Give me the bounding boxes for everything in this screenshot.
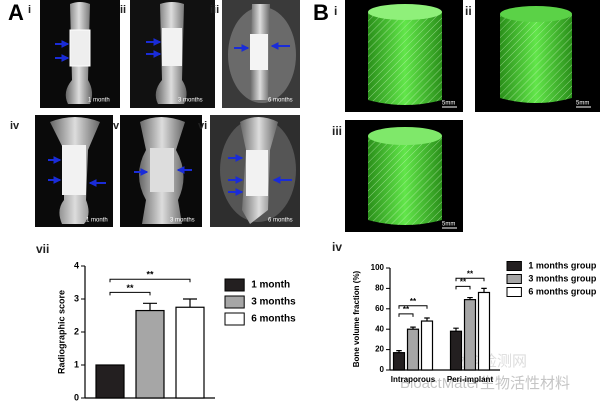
image-label: ii — [465, 4, 472, 18]
y-tick-label: 80 — [375, 284, 384, 293]
image-label: vi — [198, 120, 207, 132]
bar — [420, 320, 434, 371]
charts: 0 1 2 3 4 Radiographic score 1 month 3 months 6 … — [56, 260, 597, 402]
scale-label: 5mm — [576, 101, 589, 107]
image-label: iii — [332, 124, 342, 138]
implant — [162, 28, 182, 66]
scaffold-top — [500, 6, 572, 22]
legend-label: 6 months group — [528, 286, 596, 296]
y-tick-label: 40 — [375, 324, 384, 333]
y-tick-label: 2 — [74, 326, 79, 336]
error-bar — [467, 296, 473, 300]
scaffold-top — [368, 4, 442, 20]
significance-bracket — [398, 305, 428, 309]
image-caption: 1 month — [88, 98, 110, 104]
bar — [449, 330, 463, 371]
legend-swatch — [224, 295, 245, 309]
legend-label: 3 months — [251, 297, 296, 308]
scaffold-mesh — [368, 12, 442, 105]
chart-label: iv — [332, 240, 342, 254]
legend-label: 6 months — [251, 314, 296, 325]
bar — [463, 299, 477, 371]
bar — [392, 352, 406, 371]
error-bar — [453, 327, 459, 332]
y-tick-label: 1 — [74, 359, 79, 369]
significance-bracket — [109, 291, 151, 296]
image-label: v — [113, 120, 120, 132]
significance-label: ** — [410, 297, 417, 306]
implant — [246, 150, 268, 196]
y-tick-label: 3 — [74, 293, 79, 303]
error-bar — [424, 317, 430, 322]
significance-label: ** — [146, 270, 154, 280]
error-bar — [183, 298, 197, 308]
legend-swatch — [506, 287, 522, 297]
xray-images — [35, 0, 300, 227]
image-caption: 1 month — [86, 218, 108, 224]
legend-label: 3 months group — [528, 273, 596, 283]
scaffold-mesh — [368, 136, 442, 225]
significance-bracket — [109, 278, 191, 283]
panel-label: B — [313, 0, 329, 25]
x-tick-label: Intraporous — [391, 375, 436, 384]
watermark: BioactMater生物活性材料 — [400, 375, 570, 392]
microct-images — [345, 0, 600, 232]
legend-swatch — [224, 312, 245, 326]
chart-label: vii — [36, 242, 49, 256]
scale-label: 5mm — [442, 222, 455, 228]
significance-label: ** — [467, 269, 474, 278]
significance-label: ** — [460, 277, 467, 286]
error-bar — [410, 326, 416, 330]
bar — [477, 291, 491, 371]
y-tick-label: 4 — [74, 260, 79, 270]
image-label: iv — [10, 120, 20, 132]
image-label: i — [334, 4, 337, 18]
image-caption: 3 months — [178, 98, 203, 104]
legend-swatch — [506, 261, 522, 271]
y-tick-label: 60 — [375, 304, 384, 313]
implant — [250, 34, 268, 70]
image-caption: 6 months — [268, 98, 293, 104]
x-tick-label: Peri-implant — [447, 375, 494, 384]
legend-swatch — [506, 274, 522, 284]
implant — [150, 148, 174, 192]
legend-swatch — [224, 278, 245, 292]
bar — [175, 306, 205, 399]
significance-label: ** — [403, 305, 410, 314]
implant — [69, 29, 91, 67]
error-bar — [396, 350, 402, 353]
y-tick-label: 0 — [74, 392, 79, 402]
significance-label: ** — [126, 283, 134, 293]
bar — [406, 328, 420, 371]
bar — [135, 309, 165, 399]
legend-label: 1 months group — [528, 260, 596, 270]
bar — [95, 364, 125, 399]
y-axis-label: Bone volume fraction (%) — [352, 270, 361, 367]
scale-label: 5mm — [442, 101, 455, 107]
y-tick-label: 100 — [371, 263, 385, 272]
error-bar — [481, 287, 487, 293]
image-label: iii — [210, 4, 219, 16]
significance-bracket — [455, 285, 471, 290]
error-bar — [143, 302, 157, 311]
scaffold-mesh — [500, 14, 572, 103]
significance-bracket — [455, 277, 485, 282]
y-tick-label: 0 — [380, 365, 385, 374]
implant — [62, 145, 86, 195]
panel-label: A — [8, 0, 24, 25]
legend-label: 1 month — [251, 280, 290, 291]
image-label: i — [28, 4, 31, 16]
image-caption: 3 months — [170, 218, 195, 224]
image-caption: 6 months — [268, 218, 293, 224]
y-axis-label: Radiographic score — [56, 290, 66, 374]
significance-bracket — [398, 313, 414, 317]
y-tick-label: 20 — [375, 345, 384, 354]
scaffold-top — [368, 127, 442, 145]
image-label: ii — [120, 4, 126, 16]
